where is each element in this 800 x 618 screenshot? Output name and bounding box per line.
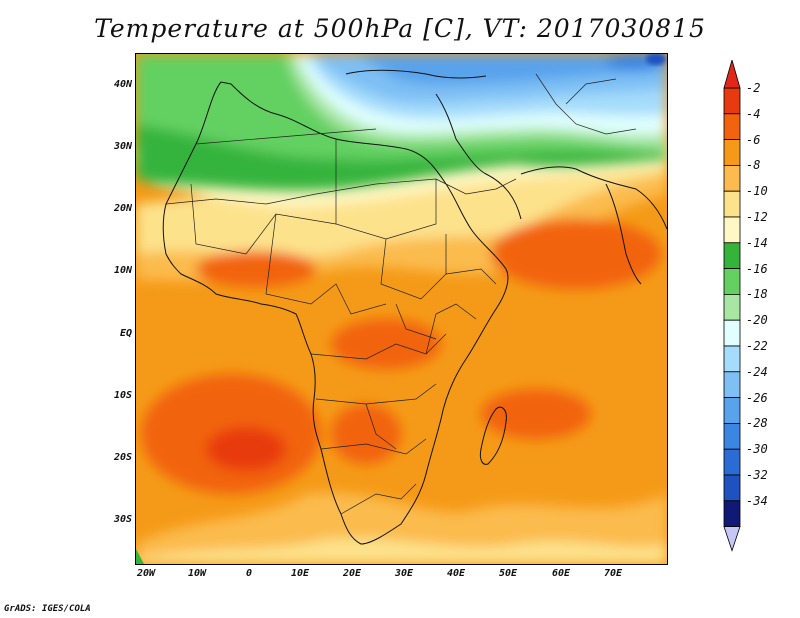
colorbar-cell	[723, 371, 741, 398]
x-label-30e: 30E	[394, 568, 414, 579]
colorbar-label: -22	[746, 339, 768, 353]
colorbar-cell	[723, 500, 741, 527]
colorbar-label: -4	[746, 106, 761, 121]
colorbar-cell	[723, 113, 741, 140]
y-label-10n: 10N	[113, 265, 132, 276]
y-label-30s: 30S	[113, 514, 132, 525]
colorbar-cell	[723, 474, 741, 502]
y-label-20s: 20S	[113, 452, 132, 463]
x-label-40e: 40E	[446, 568, 466, 579]
colorbar-cell	[723, 448, 741, 476]
y-label-30n: 30N	[113, 141, 132, 152]
colorbar-bottom-arrow	[723, 526, 741, 552]
x-label-70e: 70E	[603, 568, 623, 579]
colorbar-cell	[723, 87, 741, 115]
colorbar-label: -12	[746, 210, 768, 224]
colorbar-label: -26	[746, 390, 768, 405]
x-label-0: 0	[245, 568, 253, 579]
colorbar-cell	[723, 216, 741, 244]
colorbar-label: -20	[746, 313, 768, 328]
field-cold-north	[136, 54, 667, 191]
colorbar-label: -16	[746, 261, 768, 276]
colorbar-label: -28	[746, 416, 768, 431]
colorbar-cell	[723, 165, 741, 192]
colorbar-cell	[723, 139, 741, 166]
x-label-20e: 20E	[342, 568, 362, 579]
colorbar-cell	[723, 345, 741, 373]
colorbar-cell	[723, 190, 741, 218]
colorbar-cell	[723, 293, 741, 321]
map-title: Temperature at 500hPa [C], VT: 201703081…	[94, 14, 706, 43]
colorbar-label: -34	[746, 493, 768, 508]
colorbar-label: -18	[746, 287, 768, 302]
coastlines	[162, 69, 667, 545]
temperature-field	[136, 54, 667, 564]
colorbar-label: -30	[746, 442, 768, 457]
colorbar	[723, 60, 741, 552]
colorbar-label: -6	[746, 132, 761, 147]
y-label-40n: 40N	[113, 79, 132, 90]
x-label-60e: 60E	[551, 568, 571, 579]
temperature-map	[135, 53, 668, 565]
grads-credit: GrADS: IGES/COLA	[4, 604, 91, 614]
x-label-50e: 50E	[498, 568, 518, 579]
colorbar-label: -14	[746, 235, 768, 250]
colorbar-label: -24	[746, 364, 768, 379]
x-label-10e: 10E	[290, 568, 310, 579]
y-label-eq: EQ	[119, 328, 132, 339]
colorbar-cell	[723, 397, 741, 424]
country-borders	[165, 73, 637, 515]
colorbar-label: -10	[746, 184, 768, 199]
colorbar-cell	[723, 422, 741, 450]
colorbar-cell	[723, 319, 741, 347]
colorbar-label: -2	[746, 81, 761, 95]
colorbar-label: -32	[746, 468, 768, 482]
y-label-10s: 10S	[113, 390, 132, 401]
colorbar-cell	[723, 268, 741, 295]
x-label-10w: 10W	[187, 568, 207, 579]
y-label-20n: 20N	[113, 203, 132, 214]
colorbar-cell	[723, 242, 741, 270]
colorbar-top-arrow	[723, 60, 741, 89]
colorbar-label: -8	[746, 158, 761, 173]
x-label-20w: 20W	[136, 568, 156, 579]
